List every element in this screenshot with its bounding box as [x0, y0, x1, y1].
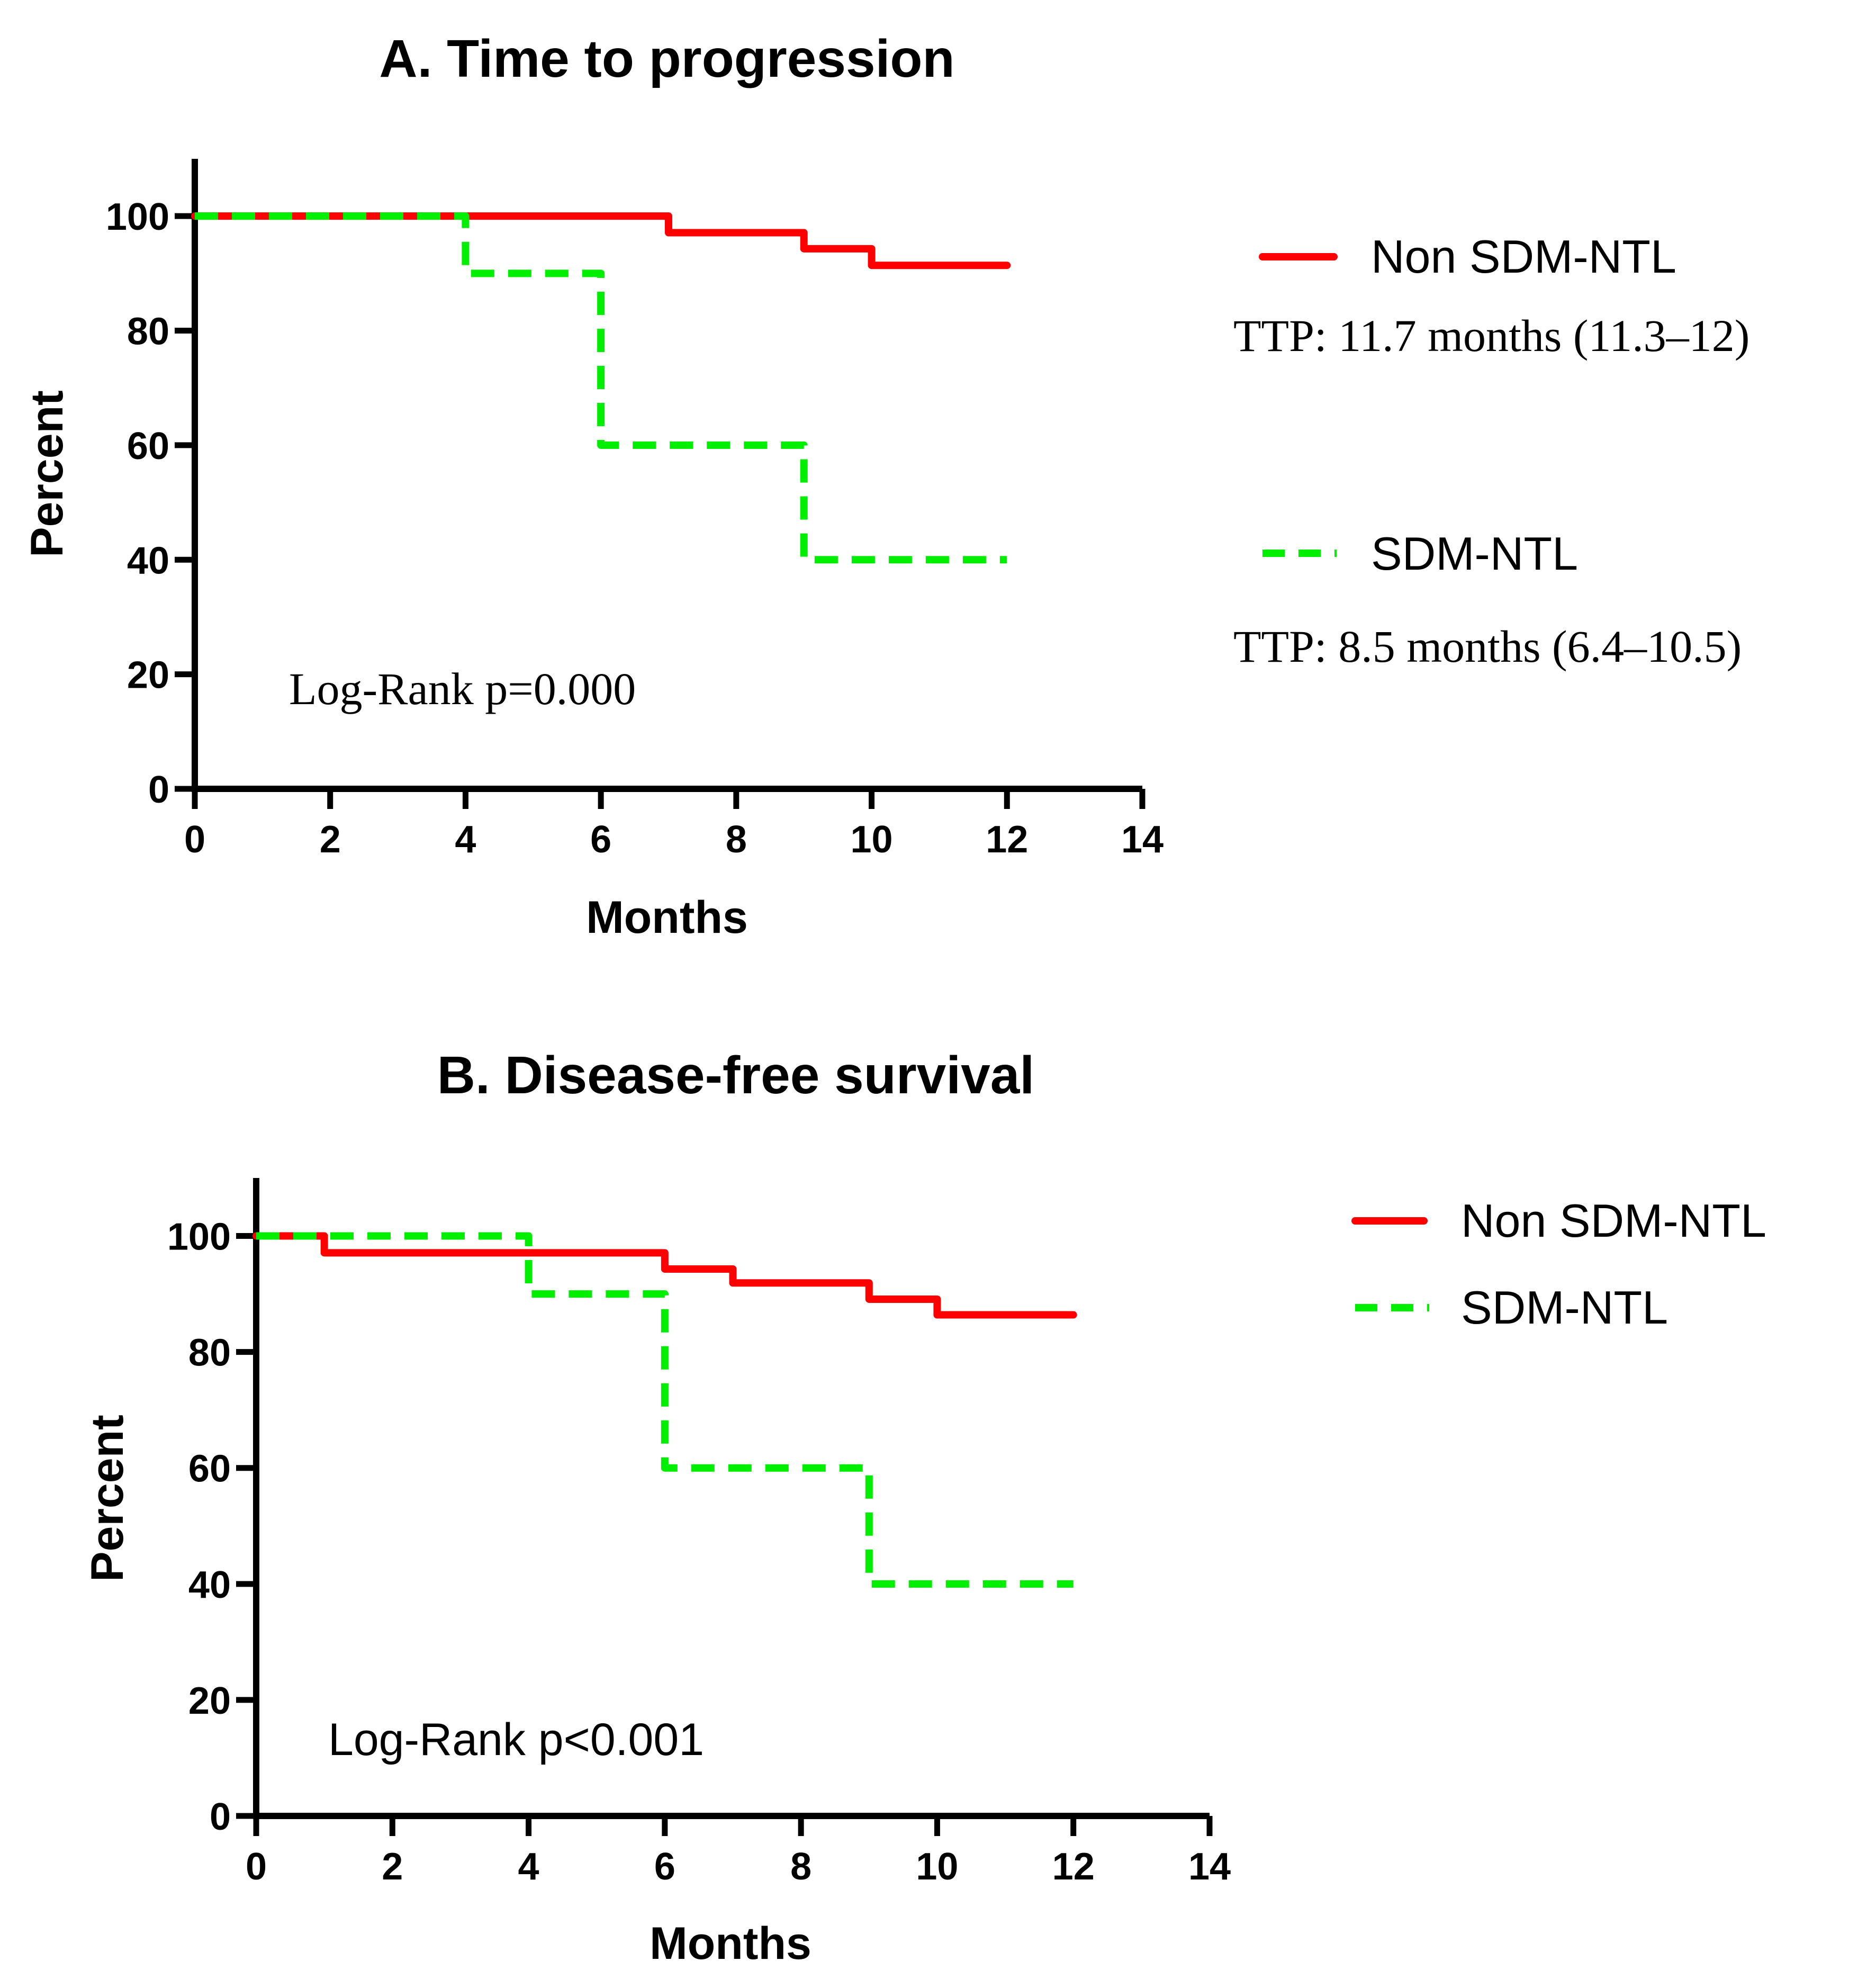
panel-a-x-tick-label-10: 10: [851, 818, 893, 861]
panel-a-legend-label-non-sdm-ntl: Non SDM-NTL: [1371, 230, 1676, 283]
panel-b-x-tick-label-14: 14: [1188, 1846, 1231, 1888]
panel-a-x-tick-label-14: 14: [1121, 818, 1163, 861]
panel-a-x-tick-label-2: 2: [320, 818, 341, 861]
panel-a-log-rank-annotation: Log-Rank p=0.000: [289, 663, 636, 714]
panel-a-x-axis-title: Months: [586, 892, 748, 943]
panel-a-y-tick-label-80: 80: [127, 311, 169, 353]
panel-a-y-tick-label-60: 60: [127, 425, 169, 467]
panel-b-series: [252, 1232, 1077, 1588]
panel-b-y-tick-label-40: 40: [188, 1564, 231, 1606]
panel-a-ttp-note-non-sdm-ntl: TTP: 11.7 months (11.3–12): [1233, 310, 1749, 361]
panel-a-x-tick-label-6: 6: [590, 818, 611, 861]
panel-a-legend-label-sdm-ntl: SDM-NTL: [1371, 527, 1578, 580]
panel-a-curve-non-sdm-ntl: [191, 212, 1011, 269]
panel-b-y-tick-label-20: 20: [188, 1680, 231, 1722]
panel-a-title: A. Time to progression: [379, 29, 954, 88]
panel-a-y-tick-label-100: 100: [106, 196, 169, 238]
panel-a-y-tick-label-20: 20: [127, 654, 169, 697]
panel-b-y-tick-label-0: 0: [210, 1796, 231, 1838]
panel-a-x-tick-label-0: 0: [184, 818, 205, 861]
panel-a-y-tick-label-40: 40: [127, 539, 169, 582]
panel-b-legend-item-non-sdm-ntl: Non SDM-NTL: [1351, 1194, 1766, 1247]
panel-b-x-axis-title: Months: [650, 1918, 811, 1969]
panel-b-axes: 0 2 4 6 8 10 12 14 0 20 40 60 80 100: [167, 1178, 1231, 1888]
panel-b-y-tick-label-60: 60: [188, 1448, 231, 1490]
panel-a-ttp-note-sdm-ntl: TTP: 8.5 months (6.4–10.5): [1233, 621, 1742, 672]
panel-a-x-tick-label-8: 8: [726, 818, 747, 861]
panel-b-title: B. Disease-free survival: [437, 1046, 1034, 1105]
panel-b-y-axis-title: Percent: [82, 1415, 133, 1582]
panel-a-axes: 0 2 4 6 8 10 12 14 0 20 40 60 80 100: [106, 159, 1163, 861]
panel-b-y-tick-label-80: 80: [188, 1332, 231, 1374]
panel-b-legend-item-sdm-ntl: SDM-NTL: [1355, 1281, 1668, 1334]
panel-a-legend: Non SDM-NTL TTP: 11.7 months (11.3–12) S…: [1233, 230, 1749, 672]
panel-b-x-tick-label-10: 10: [916, 1846, 958, 1888]
panel-a-time-to-progression: A. Time to progression 0 2 4 6 8 10 12 14 0 20 40 6…: [22, 29, 1749, 943]
panel-a-series: [191, 212, 1011, 564]
panel-b-x-tick-label-2: 2: [382, 1846, 403, 1888]
panel-b-legend: Non SDM-NTL SDM-NTL: [1351, 1194, 1766, 1334]
panel-a-x-tick-label-4: 4: [455, 818, 476, 861]
panel-b-y-tick-label-100: 100: [167, 1216, 231, 1258]
panel-b-x-tick-label-6: 6: [654, 1846, 675, 1888]
panel-b-x-tick-label-4: 4: [518, 1846, 539, 1888]
panel-a-y-tick-label-0: 0: [148, 769, 169, 811]
panel-a-curve-sdm-ntl: [195, 212, 1007, 564]
panel-b-x-tick-label-8: 8: [790, 1846, 811, 1888]
panel-b-legend-label-non-sdm-ntl: Non SDM-NTL: [1461, 1194, 1766, 1247]
panel-b-curve-sdm-ntl: [256, 1232, 1074, 1588]
panel-b-disease-free-survival: B. Disease-free survival 0 2 4 6 8 10 12 14 0 20 4…: [82, 1046, 1766, 1969]
panel-a-legend-item-non-sdm-ntl: Non SDM-NTL: [1259, 230, 1676, 283]
panel-b-log-rank-annotation: Log-Rank p<0.001: [328, 1714, 704, 1765]
panel-a-x-tick-label-12: 12: [986, 818, 1028, 861]
panel-a-legend-item-sdm-ntl: SDM-NTL: [1262, 527, 1578, 580]
panel-b-curve-non-sdm-ntl: [252, 1232, 1077, 1319]
panel-b-x-tick-label-0: 0: [246, 1846, 267, 1888]
panel-b-x-tick-label-12: 12: [1052, 1846, 1095, 1888]
panel-b-legend-label-sdm-ntl: SDM-NTL: [1461, 1281, 1668, 1334]
panel-a-y-axis-title: Percent: [22, 390, 73, 557]
